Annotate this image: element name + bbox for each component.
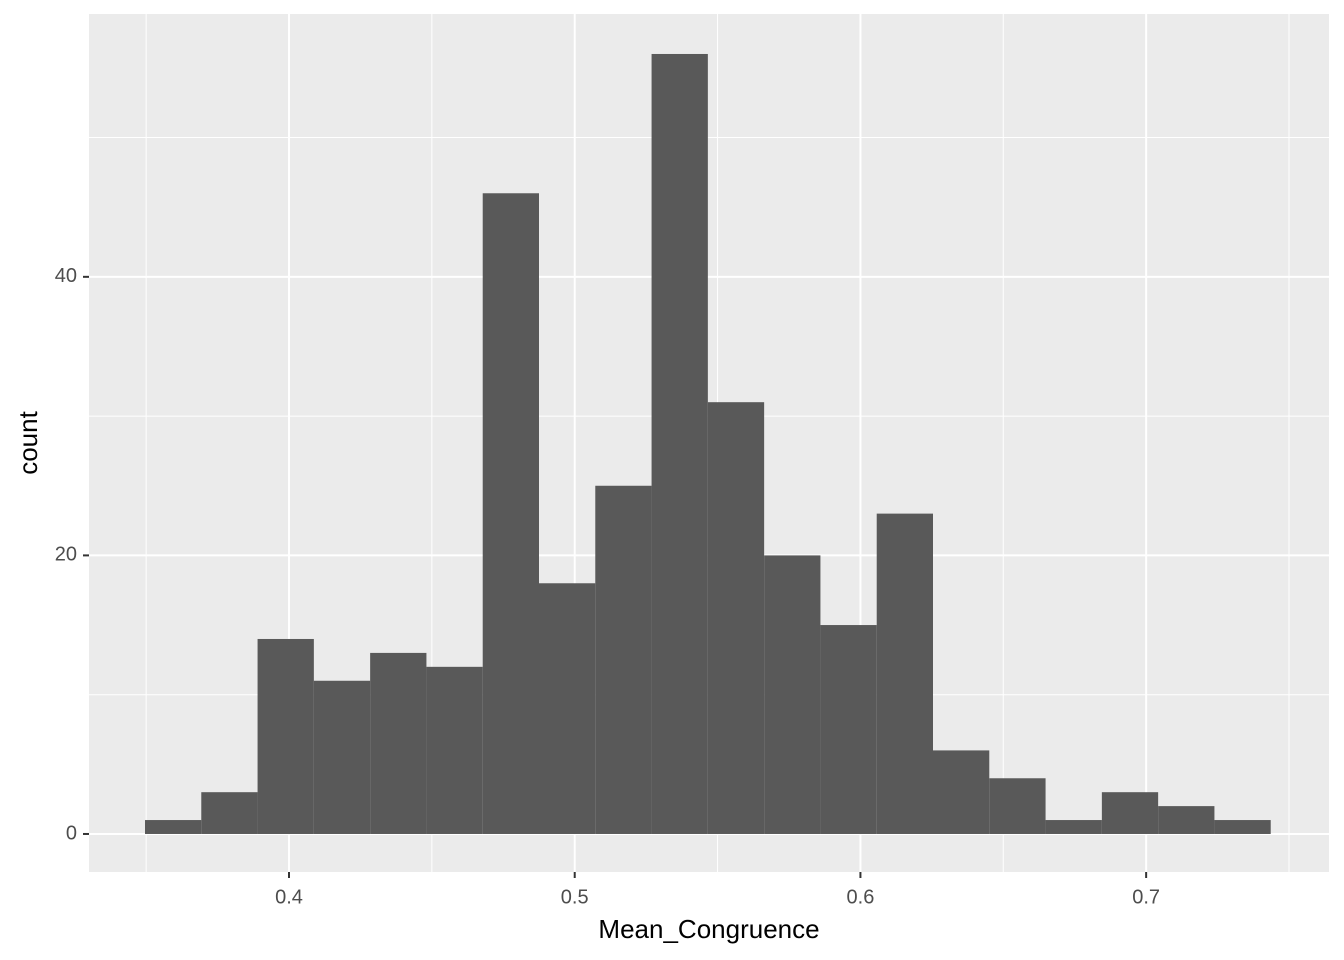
x-tick-label: 0.6 xyxy=(847,886,875,908)
bar xyxy=(257,638,314,834)
y-tick-label: 40 xyxy=(55,265,77,287)
x-axis-title: Mean_Congruence xyxy=(598,914,819,944)
bar xyxy=(1101,792,1159,834)
bar xyxy=(426,666,483,834)
bar xyxy=(482,193,539,834)
bar xyxy=(989,778,1046,834)
bar xyxy=(707,402,765,834)
bar xyxy=(370,652,427,834)
bar xyxy=(595,485,652,834)
bar xyxy=(201,792,258,834)
x-tick-label: 0.5 xyxy=(561,886,589,908)
bar xyxy=(876,513,933,834)
bar xyxy=(651,53,708,834)
bar xyxy=(145,820,202,834)
y-tick-label: 0 xyxy=(66,822,77,844)
bar xyxy=(764,555,821,834)
bar xyxy=(539,583,596,834)
bar xyxy=(820,625,877,834)
bar xyxy=(1045,820,1102,834)
y-axis-title: count xyxy=(13,410,43,474)
x-tick-label: 0.7 xyxy=(1132,886,1160,908)
x-tick-label: 0.4 xyxy=(275,886,303,908)
y-tick-label: 20 xyxy=(55,544,77,566)
bar xyxy=(313,680,371,834)
bar xyxy=(1214,820,1271,834)
bar xyxy=(933,750,990,834)
bar xyxy=(1158,806,1215,834)
